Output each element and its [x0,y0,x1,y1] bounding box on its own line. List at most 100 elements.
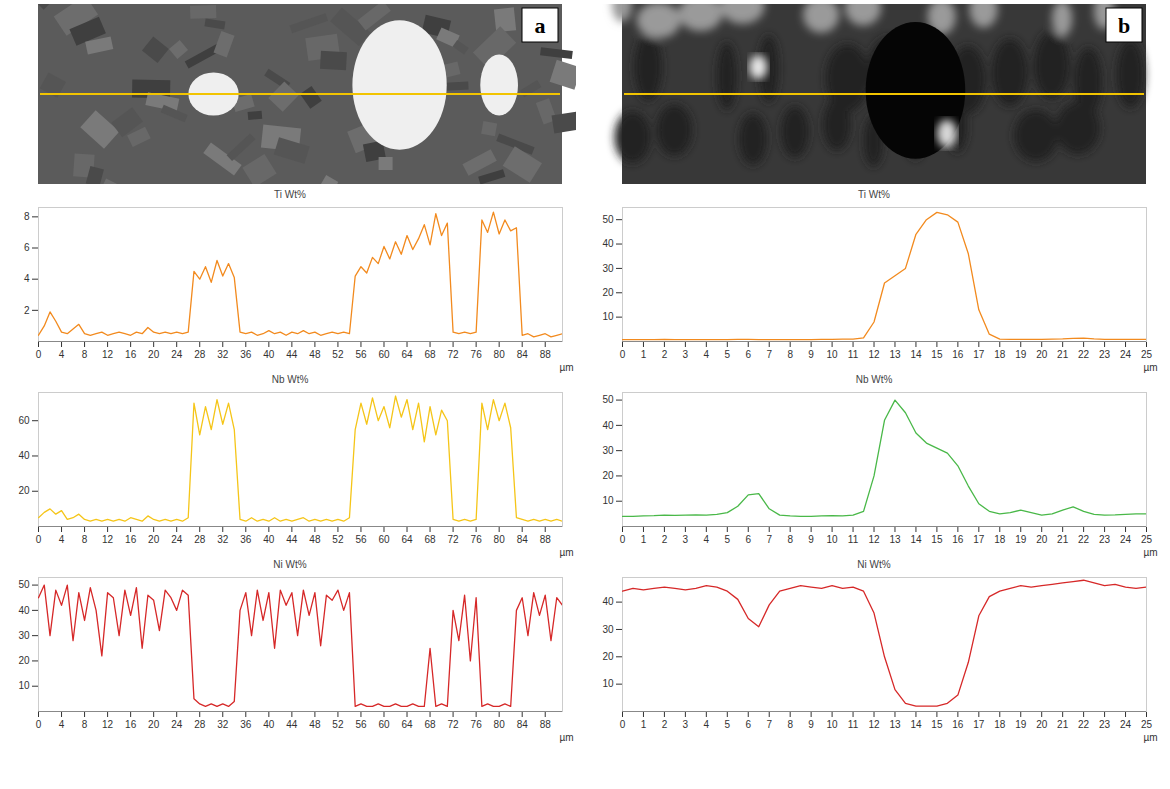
svg-text:µm: µm [1143,547,1157,558]
svg-text:16: 16 [125,349,137,360]
svg-text:5: 5 [725,534,731,545]
svg-text:56: 56 [355,534,367,545]
svg-text:1: 1 [641,534,647,545]
svg-text:52: 52 [332,719,344,730]
svg-text:10: 10 [602,678,614,689]
svg-text:20: 20 [602,470,614,481]
svg-text:76: 76 [471,534,483,545]
svg-text:16: 16 [125,534,137,545]
svg-text:22: 22 [1078,534,1090,545]
svg-text:36: 36 [240,349,252,360]
svg-text:0: 0 [620,534,626,545]
svg-text:44: 44 [286,719,298,730]
svg-text:0: 0 [620,719,626,730]
svg-text:19: 19 [1015,349,1027,360]
svg-text:8: 8 [82,534,88,545]
svg-text:13: 13 [889,719,901,730]
svg-text:2: 2 [24,305,30,316]
svg-text:80: 80 [494,349,506,360]
svg-text:44: 44 [286,349,298,360]
svg-text:80: 80 [494,719,506,730]
svg-text:12: 12 [868,719,880,730]
svg-text:17: 17 [973,719,985,730]
svg-text:4: 4 [704,534,710,545]
svg-text:24: 24 [1120,719,1132,730]
svg-text:32: 32 [217,719,229,730]
svg-text:22: 22 [1078,719,1090,730]
svg-text:30: 30 [18,630,30,641]
svg-text:12: 12 [102,719,114,730]
svg-text:6: 6 [745,349,751,360]
svg-text:52: 52 [332,534,344,545]
svg-text:25: 25 [1141,534,1153,545]
svg-text:a: a [535,13,546,38]
svg-text:µm: µm [559,732,573,743]
svg-text:20: 20 [148,534,160,545]
svg-text:10: 10 [18,680,30,691]
svg-text:6: 6 [745,719,751,730]
svg-text:21: 21 [1057,719,1069,730]
svg-text:µm: µm [559,547,573,558]
svg-text:20: 20 [148,349,160,360]
svg-text:30: 30 [602,263,614,274]
svg-text:15: 15 [931,349,943,360]
svg-text:20: 20 [18,485,30,496]
svg-text:4: 4 [704,719,710,730]
svg-text:30: 30 [602,624,614,635]
svg-text:72: 72 [448,349,460,360]
svg-text:84: 84 [517,349,529,360]
svg-text:10: 10 [602,311,614,322]
svg-text:76: 76 [471,349,483,360]
svg-text:20: 20 [602,651,614,662]
svg-text:1: 1 [641,349,647,360]
svg-text:28: 28 [194,349,206,360]
svg-text:12: 12 [102,349,114,360]
svg-text:17: 17 [973,349,985,360]
svg-text:16: 16 [952,719,964,730]
svg-text:84: 84 [517,534,529,545]
svg-text:84: 84 [517,719,529,730]
svg-text:64: 64 [401,534,413,545]
svg-text:40: 40 [18,450,30,461]
svg-text:5: 5 [725,719,731,730]
svg-text:21: 21 [1057,534,1069,545]
svg-text:18: 18 [994,534,1006,545]
svg-text:0: 0 [36,349,42,360]
svg-text:3: 3 [683,349,689,360]
svg-text:72: 72 [448,719,460,730]
svg-text:40: 40 [602,596,614,607]
svg-text:8: 8 [787,534,793,545]
svg-text:24: 24 [1120,349,1132,360]
svg-text:36: 36 [240,534,252,545]
svg-text:19: 19 [1015,534,1027,545]
svg-text:14: 14 [910,534,922,545]
svg-text:23: 23 [1099,719,1111,730]
svg-text:7: 7 [766,719,772,730]
svg-text:8: 8 [787,719,793,730]
svg-text:64: 64 [401,719,413,730]
svg-text:60: 60 [18,415,30,426]
svg-text:7: 7 [766,349,772,360]
svg-text:88: 88 [540,719,552,730]
svg-text:48: 48 [309,534,321,545]
svg-text:6: 6 [745,534,751,545]
svg-text:3: 3 [683,719,689,730]
svg-text:60: 60 [378,534,390,545]
svg-text:20: 20 [18,655,30,666]
svg-text:28: 28 [194,534,206,545]
svg-text:60: 60 [378,349,390,360]
svg-text:21: 21 [1057,349,1069,360]
svg-text:24: 24 [171,534,183,545]
svg-text:76: 76 [471,719,483,730]
svg-text:4: 4 [59,719,65,730]
svg-text:3: 3 [683,534,689,545]
svg-text:16: 16 [952,349,964,360]
svg-text:24: 24 [171,719,183,730]
svg-text:48: 48 [309,719,321,730]
svg-text:50: 50 [18,579,30,590]
svg-text:50: 50 [602,394,614,405]
svg-text:12: 12 [868,534,880,545]
svg-text:19: 19 [1015,719,1027,730]
svg-text:10: 10 [827,719,839,730]
svg-text:23: 23 [1099,534,1111,545]
